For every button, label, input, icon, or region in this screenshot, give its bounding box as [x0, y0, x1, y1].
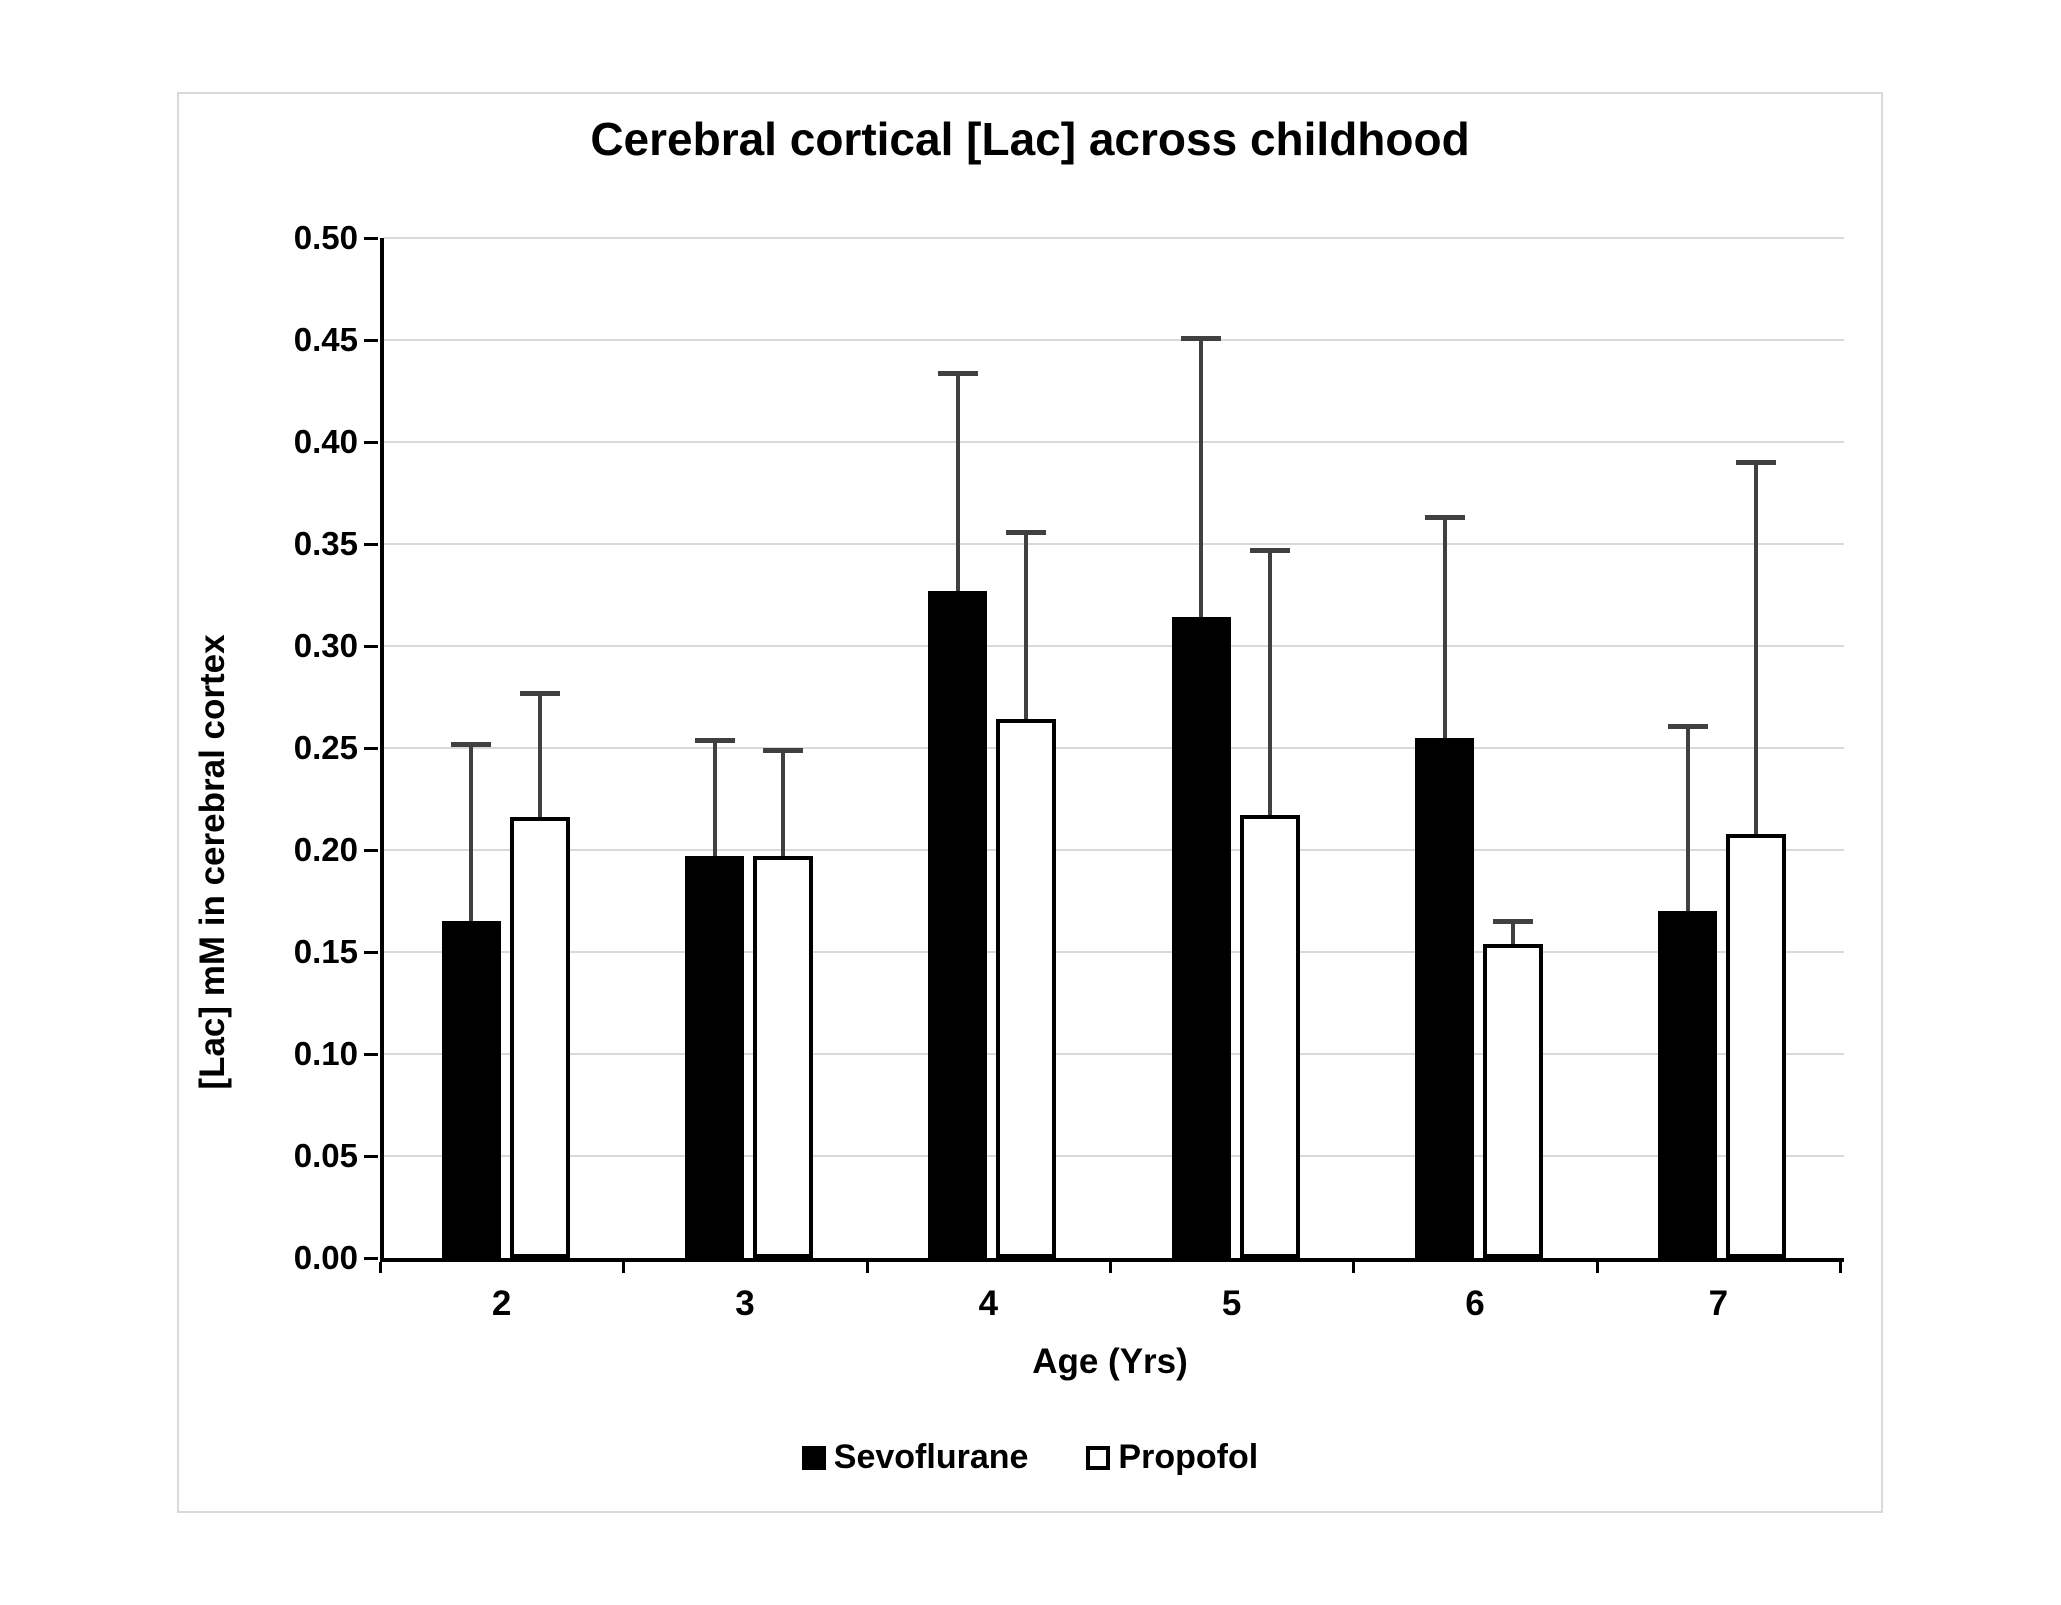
gridline-0.05 [384, 1155, 1844, 1157]
errorbar-cap-sevoflurane-age4 [937, 370, 978, 376]
bar-propofol-age7 [1726, 833, 1787, 1258]
bar-sevoflurane-age5 [1171, 617, 1231, 1258]
bar-sevoflurane-age6 [1415, 737, 1474, 1258]
errorbar-sevoflurane-age7 [1685, 725, 1690, 912]
x-axis-title: Age (Yrs) [1032, 1342, 1188, 1381]
propofol-swatch-icon [1086, 1445, 1111, 1470]
y-tick-mark-0.10 [364, 1053, 378, 1056]
x-tick-label-7: 7 [1708, 1284, 1729, 1323]
x-tick-mark-2 [865, 1262, 869, 1273]
gridline-0.50 [384, 237, 1844, 239]
y-tick-mark-0.45 [364, 339, 378, 342]
gridline-0.30 [384, 645, 1844, 647]
x-tick-mark-6 [1839, 1262, 1842, 1273]
errorbar-cap-propofol-age2 [519, 690, 560, 696]
y-tick-mark-0.00 [364, 1257, 378, 1260]
bar-propofol-age2 [509, 817, 570, 1258]
x-tick-mark-3 [1109, 1262, 1112, 1273]
y-tick-mark-0.35 [364, 543, 378, 546]
errorbar-cap-propofol-age7 [1736, 460, 1777, 466]
x-tick-label-3: 3 [735, 1284, 755, 1323]
bar-propofol-age3 [753, 856, 813, 1258]
bar-sevoflurane-age4 [928, 590, 988, 1258]
bar-sevoflurane-age7 [1658, 911, 1718, 1258]
legend-label-propofol: Propofol [1118, 1438, 1259, 1476]
errorbar-cap-sevoflurane-age5 [1181, 335, 1222, 341]
y-tick-label-0.15: 0.15 [293, 933, 358, 970]
errorbar-cap-propofol-age3 [763, 748, 803, 754]
errorbar-cap-propofol-age5 [1249, 548, 1290, 554]
errorbar-propofol-age6 [1511, 921, 1515, 944]
bar-sevoflurane-age3 [685, 856, 744, 1258]
gridline-0.10 [384, 1053, 1844, 1055]
gridline-0.35 [384, 543, 1844, 545]
gridline-0.45 [384, 339, 1844, 341]
y-tick-mark-0.25 [364, 747, 378, 750]
x-tick-mark-0 [379, 1262, 382, 1273]
errorbar-propofol-age4 [1024, 531, 1029, 720]
y-tick-label-0.35: 0.35 [293, 525, 358, 562]
sevoflurane-swatch-icon [801, 1445, 826, 1470]
gridline-0.25 [384, 747, 1844, 749]
errorbar-sevoflurane-age3 [712, 739, 717, 857]
errorbar-propofol-age3 [781, 750, 785, 857]
y-tick-mark-0.20 [364, 849, 378, 852]
legend-label-sevoflurane: Sevoflurane [833, 1438, 1029, 1476]
bar-propofol-age5 [1239, 815, 1300, 1258]
errorbar-propofol-age5 [1267, 550, 1272, 816]
errorbar-sevoflurane-age5 [1199, 337, 1204, 618]
y-tick-mark-0.15 [364, 951, 378, 954]
y-tick-mark-0.30 [364, 645, 378, 648]
x-tick-label-2: 2 [491, 1284, 512, 1323]
errorbar-sevoflurane-age6 [1442, 517, 1447, 738]
y-tick-mark-0.05 [364, 1155, 378, 1158]
y-tick-label-0.40: 0.40 [293, 423, 358, 460]
x-tick-label-6: 6 [1465, 1284, 1485, 1323]
errorbar-propofol-age2 [537, 692, 542, 818]
y-tick-mark-0.40 [364, 441, 378, 444]
y-tick-label-0.10: 0.10 [293, 1035, 358, 1072]
errorbar-cap-sevoflurane-age3 [694, 737, 735, 743]
y-tick-label-0.00: 0.00 [293, 1239, 358, 1276]
y-tick-label-0.30: 0.30 [293, 627, 358, 664]
y-axis-title: [Lac] mM in cerebral cortex [193, 634, 232, 1090]
chart-title: Cerebral cortical [Lac] across childhood [590, 113, 1470, 165]
errorbar-cap-sevoflurane-age7 [1667, 723, 1708, 729]
x-tick-mark-4 [1352, 1262, 1356, 1273]
plot-area [380, 237, 1844, 1262]
y-tick-label-0.20: 0.20 [293, 831, 358, 868]
y-tick-label-0.45: 0.45 [293, 321, 358, 358]
gridline-0.40 [384, 441, 1844, 443]
legend: Sevoflurane Propofol [177, 1438, 1883, 1477]
y-tick-label-0.50: 0.50 [293, 219, 358, 256]
errorbar-cap-sevoflurane-age6 [1424, 515, 1465, 521]
errorbar-sevoflurane-age4 [955, 372, 960, 591]
errorbar-cap-propofol-age4 [1006, 529, 1047, 535]
x-tick-mark-1 [622, 1262, 626, 1273]
y-tick-label-0.25: 0.25 [293, 729, 358, 766]
bar-sevoflurane-age2 [441, 921, 501, 1258]
legend-item-propofol: Propofol [1086, 1438, 1258, 1477]
x-tick-label-5: 5 [1221, 1284, 1242, 1323]
errorbar-propofol-age7 [1754, 462, 1759, 834]
bar-propofol-age6 [1483, 943, 1543, 1258]
bar-propofol-age4 [996, 719, 1057, 1258]
errorbar-cap-sevoflurane-age2 [451, 741, 492, 747]
legend-item-sevoflurane: Sevoflurane [801, 1438, 1029, 1477]
gridline-0.15 [384, 951, 1844, 953]
errorbar-sevoflurane-age2 [469, 743, 474, 922]
errorbar-cap-propofol-age6 [1493, 919, 1533, 925]
x-tick-mark-5 [1595, 1262, 1599, 1273]
y-tick-label-0.05: 0.05 [293, 1137, 358, 1174]
gridline-0.20 [384, 849, 1844, 851]
y-tick-mark-0.50 [364, 237, 378, 240]
x-tick-label-4: 4 [978, 1284, 999, 1323]
